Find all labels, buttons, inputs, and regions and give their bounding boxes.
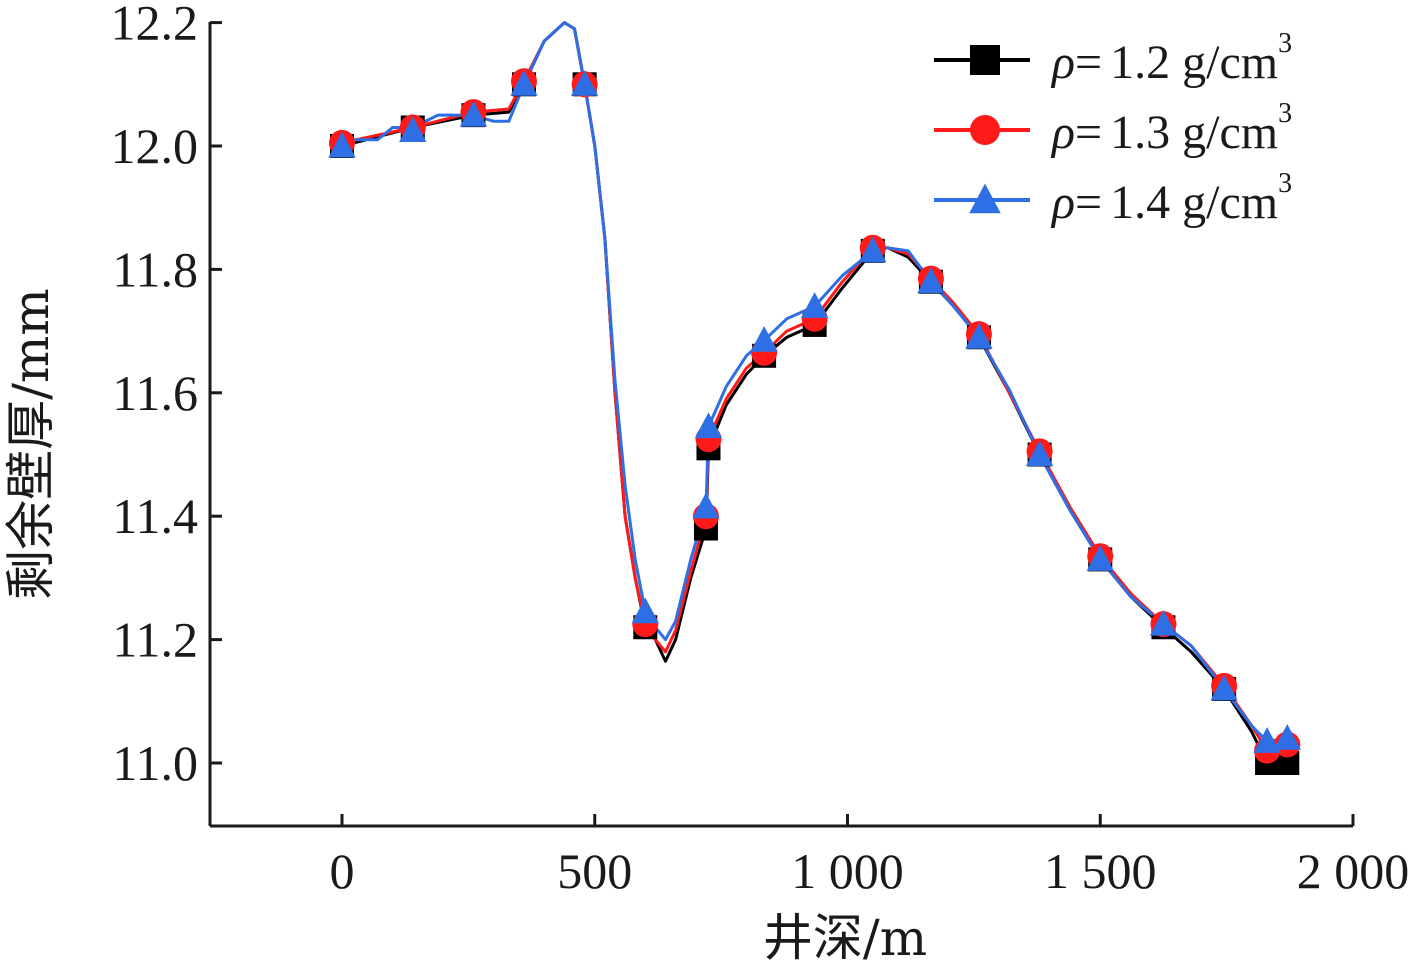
plot-markers [328,68,1301,775]
y-tick-label: 11.6 [112,365,198,421]
series-3-point [1210,674,1238,701]
legend-superscript: 3 [1278,28,1292,59]
series-3-point [459,100,488,127]
series-3-point [631,597,659,624]
legend-eq: = [1075,36,1102,89]
series-3-point [965,322,993,349]
legend-label-2: ρ= 1.3 g/cm3 [1050,98,1292,159]
series-3-point [1253,727,1281,753]
series-3-point [917,267,945,294]
legend-marker-1 [970,45,1000,75]
y-tick-label: 12.2 [111,0,199,51]
legend-eq: = [1075,176,1102,229]
series-3-point [399,116,427,143]
y-tick-label: 11.8 [112,241,198,297]
legend-superscript: 3 [1278,98,1292,129]
legend-value: 1.4 g/cm [1110,176,1278,229]
axes [208,22,1353,828]
series-3-point [692,492,720,519]
x-tick-label: 1 000 [791,843,904,899]
legend-superscript: 3 [1278,168,1292,199]
y-tick-label: 12.0 [111,118,199,174]
series-3-point [510,70,538,96]
x-tick-label: 2 000 [1297,843,1410,899]
x-tick-label: 1 500 [1044,843,1157,899]
series-3-point [328,131,356,158]
legend-value: 1.2 g/cm [1110,36,1278,89]
series-3-point [1149,609,1178,636]
x-tick-label: 500 [557,843,632,899]
x-tick-label: 0 [330,843,355,899]
legend-value: 1.3 g/cm [1110,106,1278,159]
y-ticks: 11.0 11.2 11.4 11.6 11.8 12.0 12.2 [111,0,222,791]
series-3-point [570,70,599,96]
legend-eq: = [1075,106,1102,159]
series-3-point [859,236,887,263]
series-3-point [694,412,723,439]
x-axis-title: 井深/m [763,909,927,965]
series-3-point [800,292,829,318]
series-3-point [1025,440,1054,466]
y-tick-label: 11.0 [112,735,198,791]
series-3-point [1273,724,1301,750]
y-tick-label: 11.4 [112,488,198,544]
legend-rho: ρ [1050,36,1075,89]
legend-marker-3 [969,183,1001,214]
legend-label-3: ρ= 1.4 g/cm3 [1050,168,1292,229]
legend-rho: ρ [1050,106,1075,159]
legend-marker-2 [970,115,1000,145]
x-ticks: 0 500 1 000 1 500 2 000 [330,814,1410,899]
y-tick-label: 11.2 [112,612,198,668]
series-3-point [750,326,778,352]
legend-label-1: ρ= 1.2 g/cm3 [1050,28,1292,89]
legend-rho: ρ [1050,176,1075,229]
series-3-point [1086,545,1114,571]
y-axis-title: 剩余壁厚/mm [2,288,60,600]
